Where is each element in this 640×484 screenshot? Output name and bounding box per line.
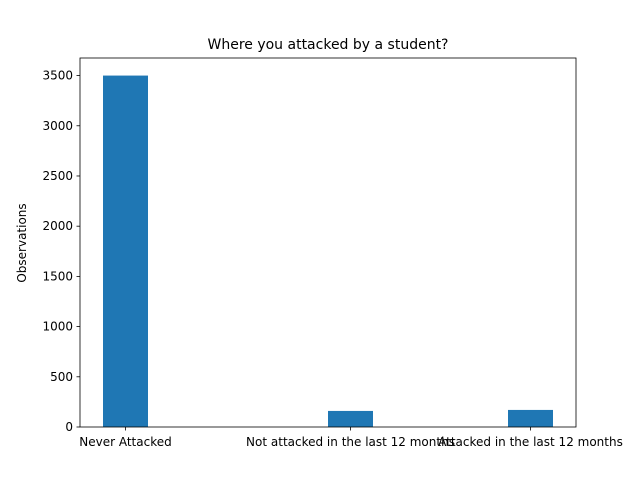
bar-2 — [328, 410, 373, 427]
y-tick-label: 0 — [65, 420, 73, 434]
bar-1 — [103, 75, 148, 428]
y-tick-label: 1000 — [42, 320, 73, 334]
bar-3 — [508, 409, 553, 427]
plot-frame — [79, 57, 577, 428]
x-tick-label: Not attacked in the last 12 months — [246, 435, 455, 449]
y-tick-label: 3500 — [42, 69, 73, 83]
y-tick-label: 3000 — [42, 119, 73, 133]
y-tick-label: 2500 — [42, 169, 73, 183]
x-tick-label: Attacked in the last 12 months — [438, 435, 623, 449]
y-axis-label: Observations — [15, 203, 29, 282]
y-tick-label: 2000 — [42, 219, 73, 233]
y-tick-label: 1500 — [42, 269, 73, 283]
y-tick-label: 500 — [50, 370, 73, 384]
x-tick-label: Never Attacked — [79, 435, 171, 449]
chart-title: Where you attacked by a student? — [207, 37, 448, 53]
